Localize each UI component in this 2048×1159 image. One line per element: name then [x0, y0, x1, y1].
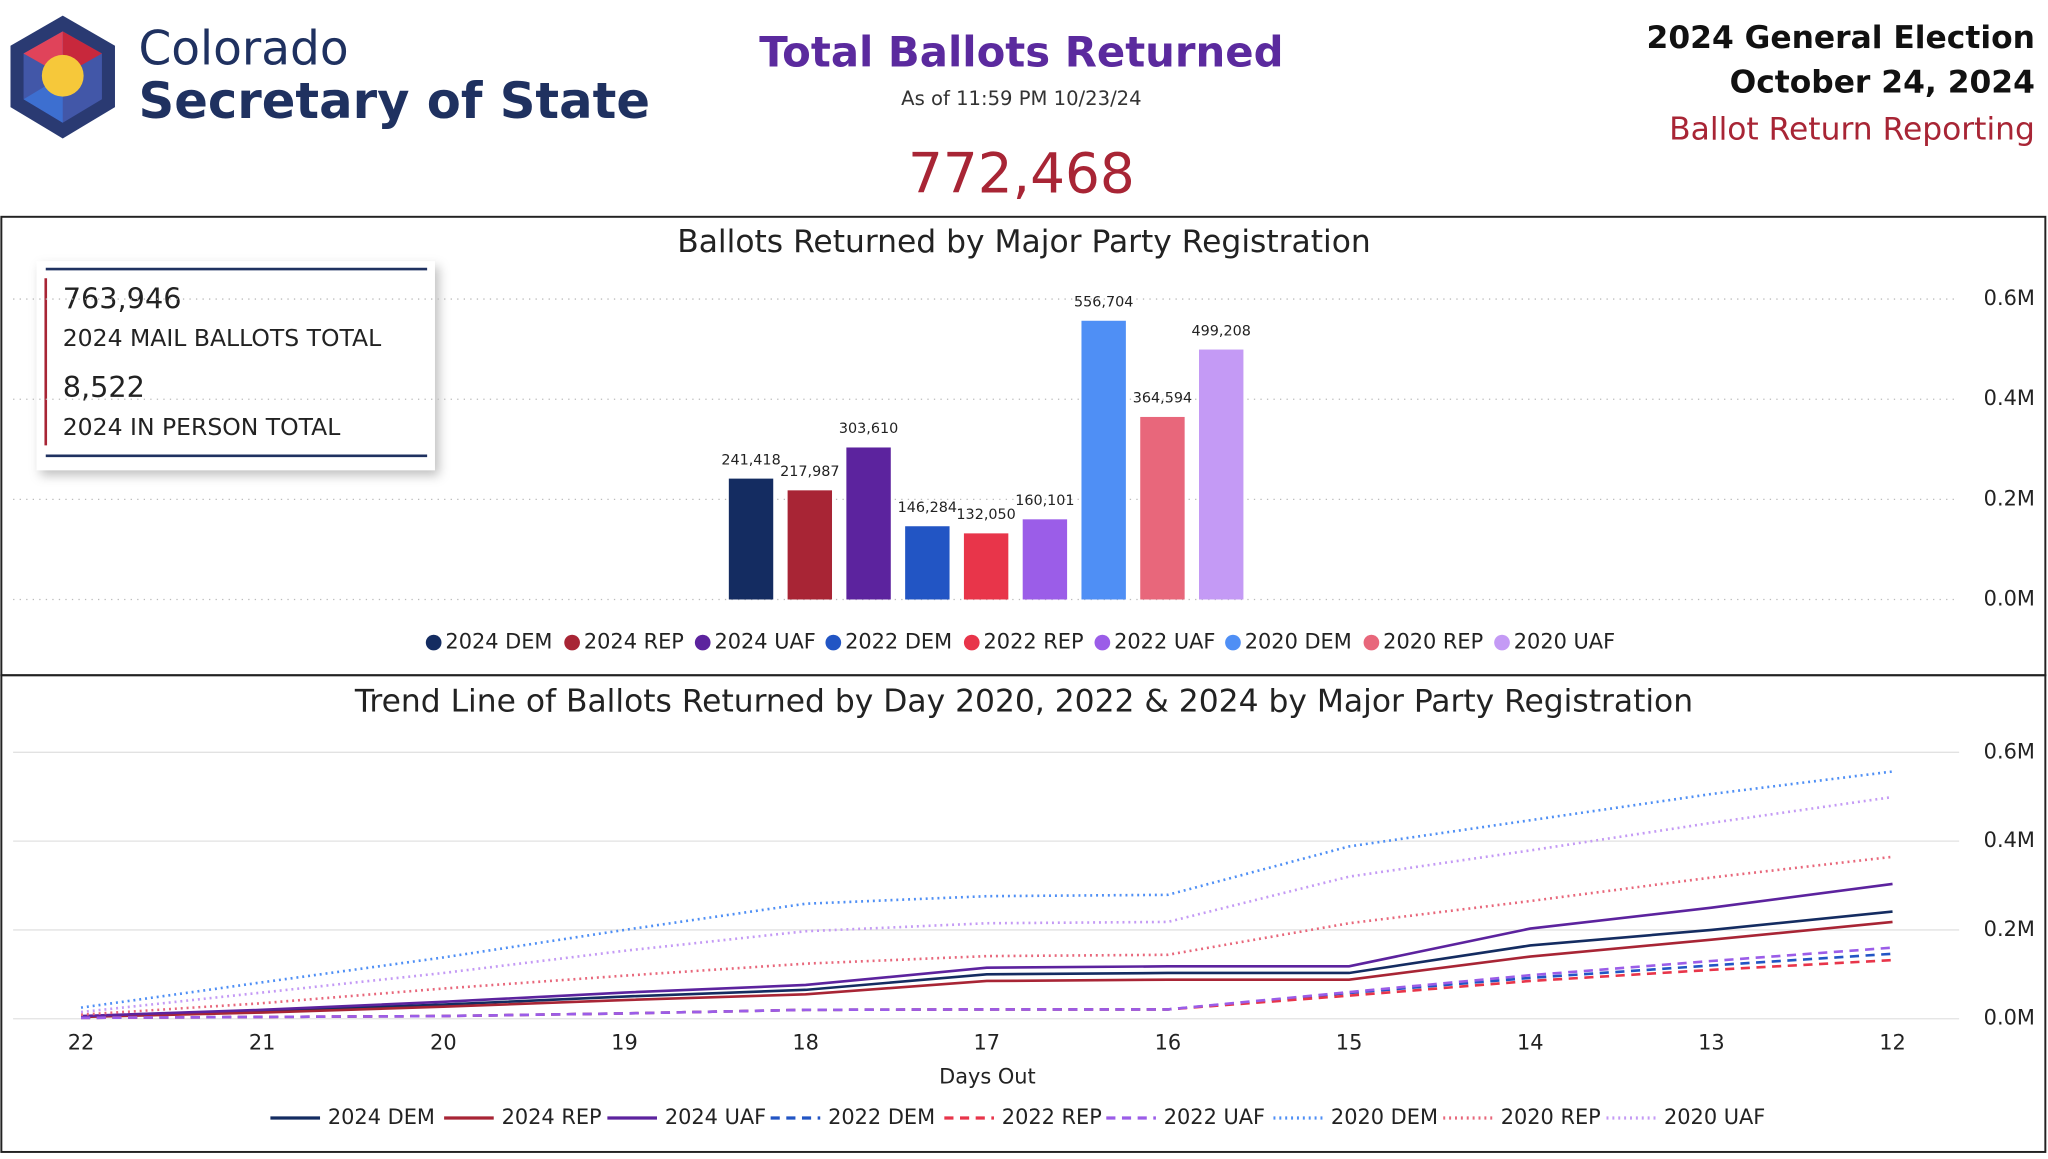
value-label: 160,101: [1015, 493, 1074, 509]
legend-label: 2022 REP: [984, 630, 1084, 654]
value-label: 132,050: [956, 507, 1015, 523]
legend-label: 2024 REP: [584, 630, 684, 654]
y-tick-label: 0.0M: [1984, 1006, 2035, 1030]
y-tick-label: 0.4M: [1984, 386, 2035, 410]
legend-label: 2020 REP: [1383, 630, 1483, 654]
series-line: [80, 882, 1893, 1018]
y-tick-label: 0.4M: [1984, 828, 2035, 852]
in-person-label: 2024 IN PERSON TOTAL: [63, 413, 341, 441]
bar: [1140, 416, 1185, 600]
x-tick-label: 21: [249, 1031, 276, 1055]
mail-label: 2024 MAIL BALLOTS TOTAL: [63, 324, 381, 352]
legend-label: 2022 DEM: [845, 630, 952, 654]
x-tick-label: 14: [1517, 1031, 1544, 1055]
summary-card: [36, 261, 435, 471]
bar: [787, 490, 833, 600]
y-tick-label: 0.2M: [1984, 486, 2035, 510]
in-person-total: 8,522: [63, 370, 145, 404]
legend-label: 2020 REP: [1501, 1105, 1601, 1129]
report-name: Ballot Return Reporting: [1669, 112, 2035, 148]
value-label: 499,208: [1192, 323, 1251, 339]
legend-label: 2020 UAF: [1664, 1105, 1765, 1129]
bar: [1081, 320, 1126, 600]
value-label: 556,704: [1074, 294, 1133, 310]
series-line: [80, 920, 1893, 1019]
value-label: 364,594: [1133, 391, 1192, 407]
legend-marker: [1494, 634, 1510, 651]
series-line: [80, 795, 1893, 1014]
logo-line2: Secretary of State: [138, 72, 650, 130]
election-name: 2024 General Election: [1647, 20, 2035, 56]
series-line: [80, 855, 1893, 1017]
bar: [1022, 519, 1068, 600]
legend-label: 2024 UAF: [665, 1105, 766, 1129]
bar: [846, 447, 891, 600]
line-panel: [0, 674, 2047, 1153]
logo-line1: Colorado: [138, 22, 348, 77]
y-tick-label: 0.0M: [1984, 586, 2035, 610]
value-label: 241,418: [721, 452, 780, 468]
bar: [963, 533, 1009, 600]
y-tick-label: 0.2M: [1984, 917, 2035, 941]
x-tick-label: 17: [973, 1031, 1000, 1055]
x-axis-label: Days Out: [939, 1065, 1036, 1089]
x-tick-label: 16: [1155, 1031, 1182, 1055]
series-line: [81, 946, 1893, 1020]
value-label: 217,987: [780, 464, 839, 480]
legend-label: 2022 UAF: [1164, 1105, 1265, 1129]
page-title: Total Ballots Returned: [759, 27, 1283, 76]
bar: [728, 478, 774, 600]
legend-label: 2022 REP: [1002, 1105, 1102, 1129]
legend-marker: [825, 634, 842, 651]
chart-title: Ballots Returned by Major Party Registra…: [677, 224, 1371, 260]
legend-label: 2024 REP: [502, 1105, 602, 1129]
legend-label: 2024 UAF: [714, 630, 815, 654]
legend-marker: [694, 634, 711, 651]
legend-marker: [1225, 634, 1241, 651]
legend-label: 2024 DEM: [445, 630, 552, 654]
legend-marker: [564, 634, 580, 651]
logo: [10, 15, 115, 139]
legend-label: 2022 DEM: [828, 1105, 935, 1129]
legend-marker: [1363, 634, 1380, 651]
legend-marker: [963, 634, 980, 651]
value-label: 303,610: [839, 421, 898, 437]
x-tick-label: 15: [1336, 1031, 1363, 1055]
legend-label: 2020 UAF: [1514, 630, 1615, 654]
legend-label: 2022 UAF: [1114, 630, 1215, 654]
x-tick-label: 18: [792, 1031, 819, 1055]
report-date: October 24, 2024: [1730, 65, 2035, 101]
legend-marker: [425, 634, 442, 651]
bar: [905, 526, 950, 600]
x-tick-label: 19: [611, 1031, 638, 1055]
legend-label: 2024 DEM: [328, 1105, 435, 1129]
x-tick-label: 12: [1879, 1031, 1906, 1055]
x-tick-label: 20: [430, 1031, 457, 1055]
chart-title: Trend Line of Ballots Returned by Day 20…: [354, 684, 1693, 720]
x-tick-label: 13: [1698, 1031, 1725, 1055]
bar: [1199, 349, 1244, 600]
total-ballots: 772,468: [908, 142, 1135, 206]
legend-marker: [1094, 634, 1111, 651]
x-tick-label: 22: [68, 1031, 95, 1055]
legend-label: 2020 DEM: [1245, 630, 1352, 654]
value-label: 146,284: [898, 500, 957, 516]
y-tick-label: 0.6M: [1984, 739, 2035, 763]
mail-total: 763,946: [63, 281, 182, 315]
series-line: [80, 910, 1893, 1018]
legend-label: 2020 DEM: [1331, 1105, 1438, 1129]
subtitle: As of 11:59 PM 10/23/24: [901, 87, 1141, 110]
y-tick-label: 0.6M: [1984, 286, 2035, 310]
